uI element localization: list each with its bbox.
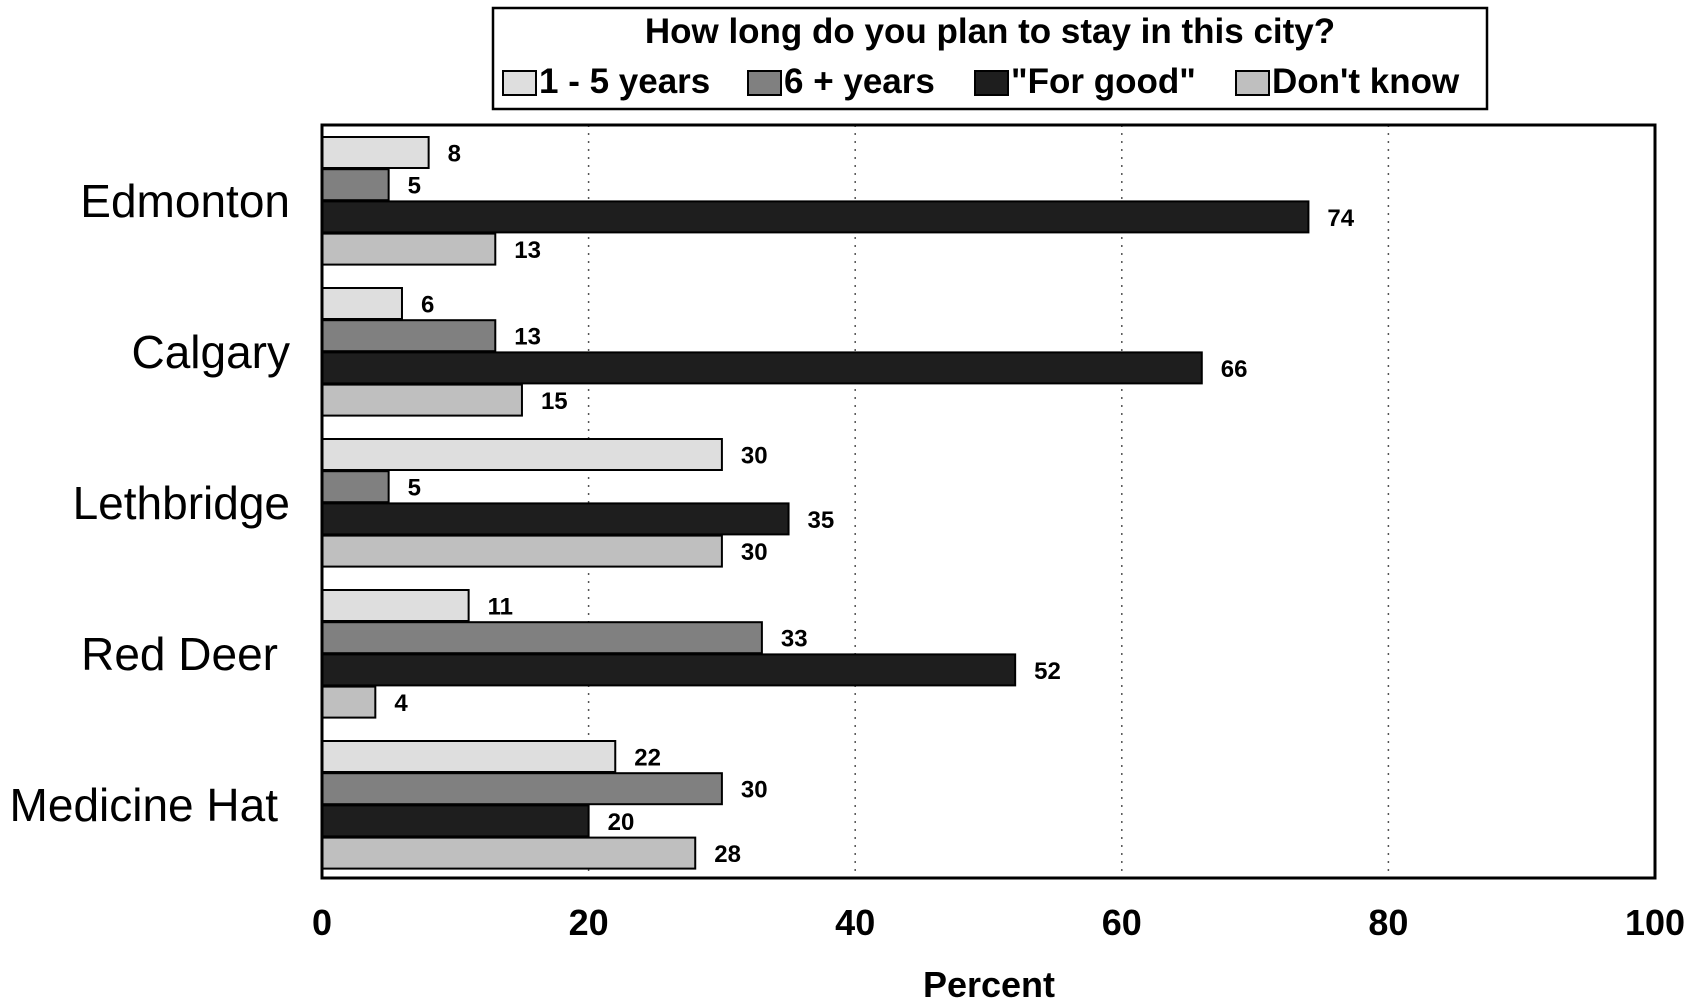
data-label: 13 [514,324,541,351]
legend-label: 1 - 5 years [539,62,710,101]
bar [321,383,523,417]
legend-swatch [502,70,537,96]
bar [321,534,723,568]
legend-label: Don't know [1272,62,1460,101]
bar [321,232,497,266]
data-label: 6 [421,292,434,319]
bar [321,200,1310,234]
bar [321,438,723,471]
legend-swatch [747,70,782,96]
data-label: 30 [741,777,768,804]
bar [321,168,390,202]
data-label: 11 [488,594,513,621]
data-label: 15 [541,388,568,415]
category-label: Red Deer [81,628,278,680]
bar [321,685,377,719]
bar [321,740,617,773]
x-tick-label: 40 [835,902,875,943]
data-label: 20 [608,809,635,836]
data-label: 30 [741,443,768,470]
bar [321,351,1203,385]
category-label: Lethbridge [73,477,290,529]
data-label: 66 [1221,356,1248,383]
bar [321,287,403,320]
bar [321,836,697,870]
x-axis-title: Percent [923,964,1055,998]
legend-label: "For good" [1011,62,1196,101]
bar [321,589,470,622]
data-label: 8 [448,141,461,168]
category-label: Edmonton [80,175,290,227]
data-label: 4 [394,690,408,717]
legend: How long do you plan to stay in this cit… [491,6,1489,111]
x-tick-label: 0 [312,902,332,943]
chart-title: How long do you plan to stay in this cit… [645,12,1335,51]
data-label: 35 [808,507,835,534]
data-label: 30 [741,539,768,566]
x-tick-label: 20 [569,902,609,943]
bar [321,653,1017,687]
data-label: 74 [1327,205,1354,232]
bar [321,804,590,838]
data-label: 33 [781,626,808,653]
legend-swatch [1235,70,1270,96]
bar [321,319,497,353]
bar [321,502,790,536]
data-label: 28 [714,841,741,868]
data-label: 13 [514,237,541,264]
category-label: Calgary [131,326,290,378]
legend-swatch [974,70,1009,96]
bar [321,470,390,504]
data-label: 22 [634,745,661,772]
legend-label: 6 + years [784,62,935,101]
category-label: Medicine Hat [10,779,279,831]
bar [321,621,763,655]
x-tick-label: 60 [1102,902,1142,943]
x-tick-label: 100 [1625,902,1685,943]
bar [321,772,723,806]
data-label: 5 [408,173,421,200]
plot-frame [320,123,1657,880]
data-label: 5 [408,475,421,502]
bar [321,136,430,169]
data-label: 52 [1034,658,1061,685]
x-tick-label: 80 [1368,902,1408,943]
